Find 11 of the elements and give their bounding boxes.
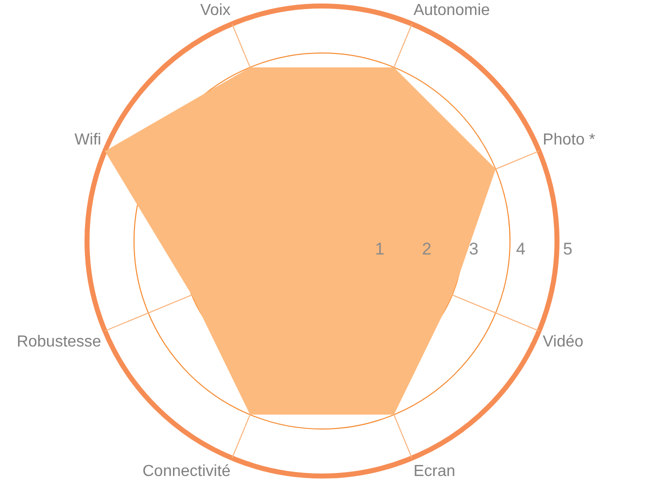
y-tick-label: 4 [516,240,526,259]
spoke-label: Voix [200,2,231,20]
spoke-label: Photo * [542,131,596,148]
spoke-label: Wifi [74,131,102,148]
y-tick-label: 3 [468,240,478,259]
spoke-label: Connectivité [142,462,231,480]
spoke-label: Vidéo [542,333,584,350]
spoke-label: Robustesse [16,333,102,350]
spoke-label: Autonomie [413,2,490,20]
spoke-label: Ecran [413,462,456,480]
y-tick-label: 5 [562,240,572,259]
